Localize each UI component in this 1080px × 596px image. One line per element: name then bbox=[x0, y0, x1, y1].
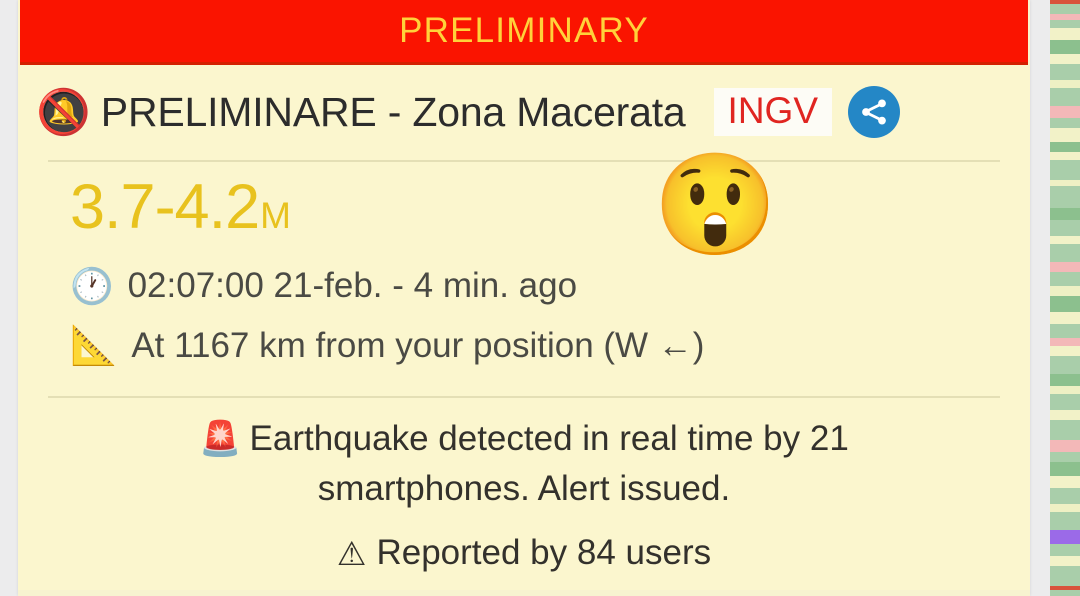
edge-list-band bbox=[1050, 0, 1080, 4]
event-time-text: 02:07:00 21-feb. - 4 min. ago bbox=[127, 266, 578, 305]
clock-icon: 🕐 bbox=[70, 266, 114, 306]
edge-list-band bbox=[1050, 476, 1080, 488]
bell-muted-icon[interactable]: 🔕 bbox=[36, 88, 91, 137]
edge-list-band bbox=[1050, 356, 1080, 374]
preliminary-banner: PRELIMINARY bbox=[20, 0, 1028, 65]
edge-list-band bbox=[1050, 296, 1080, 312]
edge-list-band bbox=[1050, 152, 1080, 160]
edge-list-band bbox=[1050, 4, 1080, 14]
edge-list-band bbox=[1050, 14, 1080, 20]
edge-list-band bbox=[1050, 272, 1080, 286]
edge-list-band bbox=[1050, 54, 1080, 64]
edge-list-band bbox=[1050, 338, 1080, 346]
edge-list-band bbox=[1050, 208, 1080, 220]
edge-list-band bbox=[1050, 128, 1080, 142]
edge-list-band bbox=[1050, 40, 1080, 54]
edge-list-band bbox=[1050, 20, 1080, 28]
edge-list-band bbox=[1050, 28, 1080, 40]
event-distance-text: At 1167 km from your position (W ←) bbox=[131, 326, 705, 365]
reported-by-text: Reported by 84 users bbox=[376, 533, 712, 573]
divider-top bbox=[48, 160, 1000, 162]
magnitude-row: 3.7-4.2 M bbox=[70, 176, 291, 239]
edge-list-band bbox=[1050, 244, 1080, 262]
edge-list-band bbox=[1050, 160, 1080, 180]
source-badge[interactable]: INGV bbox=[713, 88, 833, 136]
edge-list-band bbox=[1050, 440, 1080, 452]
edge-list-band bbox=[1050, 106, 1080, 118]
edge-list-band bbox=[1050, 386, 1080, 394]
edge-list-band bbox=[1050, 118, 1080, 128]
edge-list-band bbox=[1050, 452, 1080, 462]
ruler-icon: 📐 bbox=[70, 325, 118, 367]
edge-list-band bbox=[1050, 88, 1080, 106]
edge-list-band bbox=[1050, 64, 1080, 80]
edge-list-band bbox=[1050, 220, 1080, 236]
edge-list-band bbox=[1050, 488, 1080, 504]
edge-list-band bbox=[1050, 312, 1080, 324]
siren-icon: 🚨 bbox=[199, 420, 242, 458]
astonished-face-icon: 😲 bbox=[653, 149, 778, 261]
edge-list-band bbox=[1050, 286, 1080, 296]
edge-list-band bbox=[1050, 186, 1080, 208]
event-time-row: 🕐 02:07:00 21-feb. - 4 min. ago bbox=[70, 266, 577, 306]
edge-list-band bbox=[1050, 420, 1080, 440]
divider-bottom bbox=[48, 396, 1000, 398]
edge-list-band bbox=[1050, 566, 1080, 586]
magnitude-value: 3.7-4.2 bbox=[70, 172, 260, 242]
edge-list-band bbox=[1050, 346, 1080, 356]
adjacent-event-list[interactable] bbox=[1050, 0, 1080, 596]
event-distance-row: 📐 At 1167 km from your position (W ←) bbox=[70, 326, 704, 366]
edge-list-band bbox=[1050, 394, 1080, 410]
alert-title-row: 🔕 PRELIMINARE - Zona Macerata INGV bbox=[18, 66, 1030, 158]
edge-list-band bbox=[1050, 324, 1080, 338]
preliminary-banner-label: PRELIMINARY bbox=[399, 10, 649, 50]
edge-list-band bbox=[1050, 544, 1080, 556]
edge-list-band bbox=[1050, 262, 1080, 272]
edge-list-band bbox=[1050, 530, 1080, 544]
edge-list-band bbox=[1050, 586, 1080, 590]
edge-list-band bbox=[1050, 374, 1080, 386]
edge-list-band bbox=[1050, 80, 1080, 88]
edge-list-band bbox=[1050, 180, 1080, 186]
edge-list-band bbox=[1050, 590, 1080, 596]
alert-footer: 🚨 Earthquake detected in real time by 21 … bbox=[18, 406, 1030, 573]
share-button[interactable] bbox=[848, 86, 901, 138]
warning-triangle-icon: ⚠ bbox=[336, 533, 367, 573]
edge-list-band bbox=[1050, 410, 1080, 420]
card-bottom-strip bbox=[18, 590, 1030, 596]
reported-by-row: ⚠ Reported by 84 users bbox=[18, 533, 1030, 573]
edge-list-band bbox=[1050, 462, 1080, 476]
detection-message: 🚨 Earthquake detected in real time by 21 … bbox=[18, 406, 1030, 513]
edge-list-band bbox=[1050, 512, 1080, 530]
earthquake-alert-card[interactable]: PRELIMINARY 🔕 PRELIMINARE - Zona Macerat… bbox=[18, 0, 1030, 596]
edge-list-band bbox=[1050, 556, 1080, 566]
edge-list-band bbox=[1050, 142, 1080, 152]
edge-list-band bbox=[1050, 504, 1080, 512]
edge-list-band bbox=[1050, 236, 1080, 244]
page-title: PRELIMINARE - Zona Macerata bbox=[100, 88, 686, 135]
magnitude-unit: M bbox=[260, 195, 291, 236]
detection-message-text: Earthquake detected in real time by 21 s… bbox=[249, 419, 849, 508]
share-icon bbox=[862, 99, 886, 125]
